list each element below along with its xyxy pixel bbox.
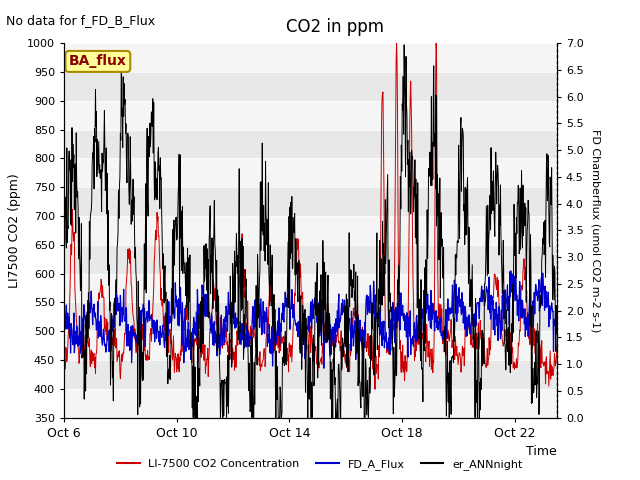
Bar: [64, 43, 557, 72]
Text: BA_flux: BA_flux: [69, 54, 127, 69]
Bar: [64, 158, 557, 187]
Y-axis label: LI7500 CO2 (ppm): LI7500 CO2 (ppm): [8, 173, 21, 288]
Text: No data for f_FD_B_Flux: No data for f_FD_B_Flux: [6, 14, 156, 27]
Bar: [64, 331, 557, 360]
Bar: [64, 274, 557, 302]
Title: CO2 in ppm: CO2 in ppm: [286, 18, 384, 36]
Legend: LI-7500 CO2 Concentration, FD_A_Flux, er_ANNnight: LI-7500 CO2 Concentration, FD_A_Flux, er…: [113, 455, 527, 474]
Bar: [64, 389, 557, 418]
Bar: [64, 101, 557, 130]
X-axis label: Time: Time: [526, 445, 557, 458]
Bar: [64, 216, 557, 245]
Y-axis label: FD Chamberflux (umol CO2 m-2 s-1): FD Chamberflux (umol CO2 m-2 s-1): [590, 129, 600, 332]
